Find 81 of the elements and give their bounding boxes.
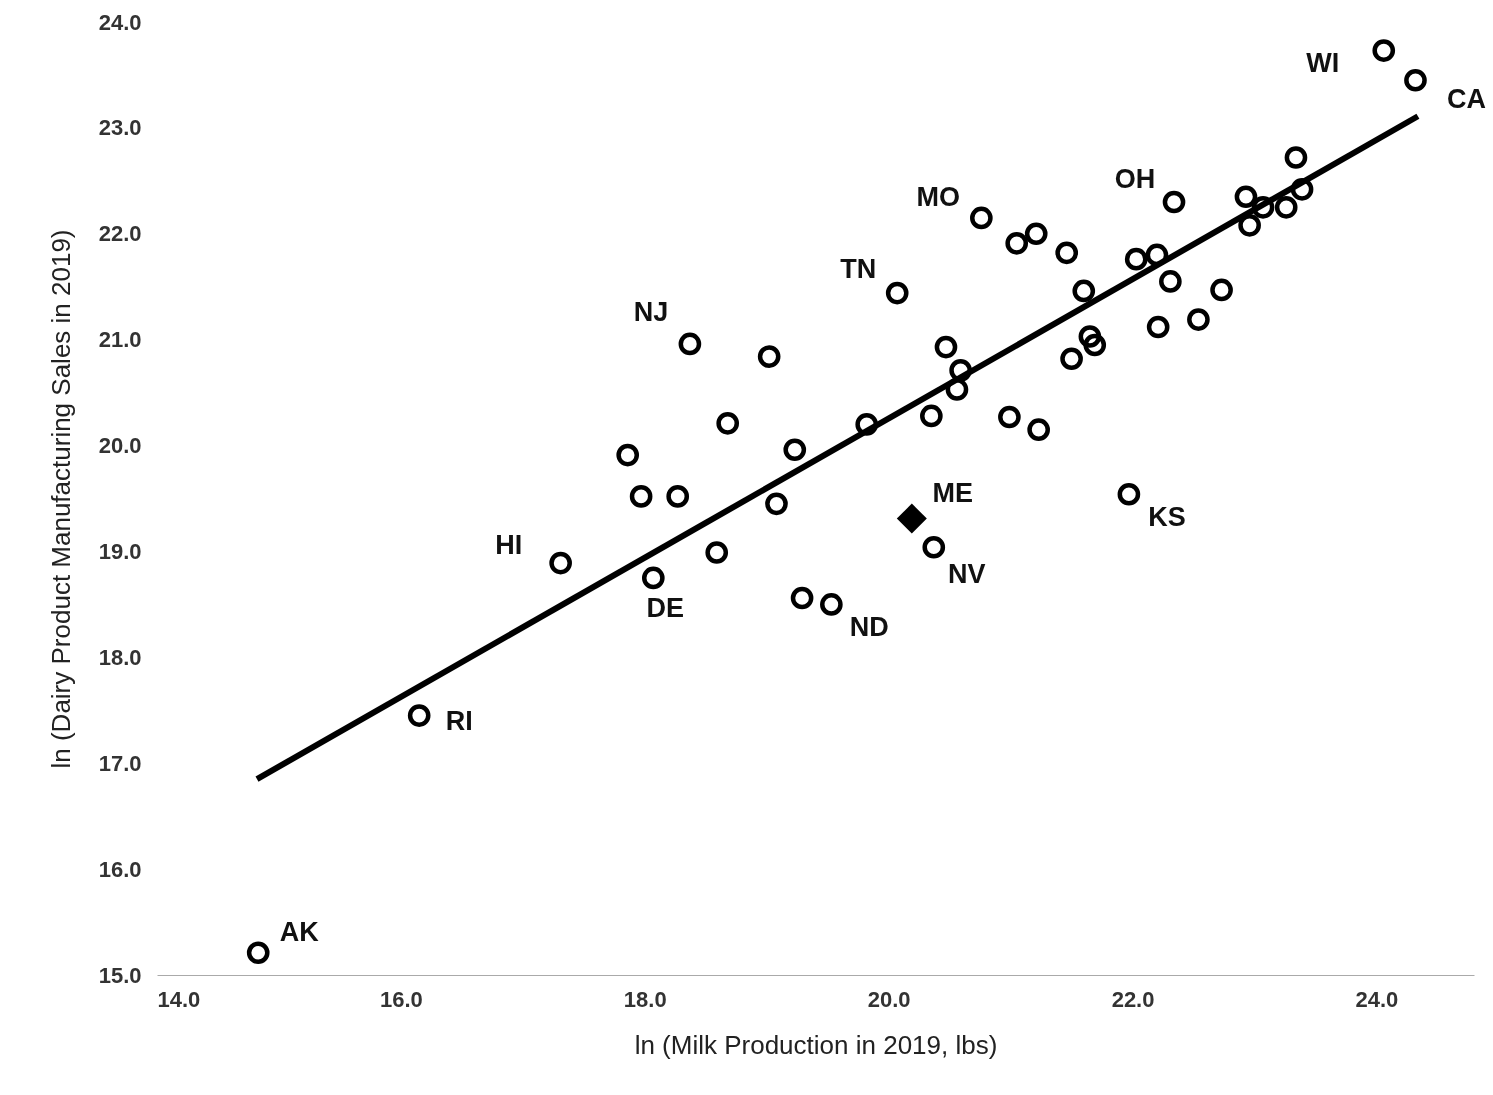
point	[949, 359, 972, 382]
point	[1238, 213, 1261, 237]
point	[1124, 247, 1148, 271]
y-tick-label: 17.0	[98, 750, 142, 776]
y-tick-label: 22.0	[98, 221, 142, 247]
x-tick-label: 18.0	[623, 986, 667, 1012]
annotation: AK	[279, 916, 320, 947]
point	[716, 412, 740, 435]
point	[1027, 418, 1050, 441]
point	[885, 281, 909, 305]
point	[1060, 347, 1083, 371]
point	[922, 535, 946, 559]
point	[407, 704, 431, 727]
y-axis-title: ln (Dairy Product Manufacturing Sales in 2019)	[45, 229, 76, 769]
point	[783, 438, 807, 462]
x-tick-label: 20.0	[867, 986, 911, 1012]
annotation: CA	[1446, 84, 1486, 115]
point	[1372, 39, 1396, 62]
point	[757, 345, 781, 368]
annotation: OH	[1114, 164, 1156, 195]
point	[1117, 482, 1141, 506]
annotation: KS	[1148, 502, 1186, 533]
x-tick-label: 22.0	[1111, 986, 1155, 1012]
point	[1159, 270, 1182, 293]
point	[1210, 278, 1233, 302]
x-tick-label: 16.0	[379, 986, 423, 1012]
point	[549, 551, 572, 575]
point	[920, 404, 943, 428]
point	[855, 413, 879, 436]
annotation: WI	[1306, 47, 1340, 78]
y-tick-label: 19.0	[98, 538, 142, 564]
point	[629, 485, 653, 508]
point	[1024, 222, 1048, 246]
point	[765, 492, 788, 516]
annotation: TN	[840, 254, 877, 285]
y-tick-label: 23.0	[98, 115, 142, 141]
point	[705, 541, 729, 564]
annotation: MO	[916, 181, 961, 212]
y-tick-label: 21.0	[98, 327, 142, 353]
y-tick-label: 15.0	[98, 962, 142, 988]
point	[246, 941, 270, 965]
point	[641, 566, 665, 590]
point	[1284, 146, 1308, 169]
point	[1290, 177, 1314, 201]
point	[1234, 185, 1258, 209]
point	[1251, 195, 1275, 219]
point	[998, 405, 1021, 429]
annotation: HI	[495, 530, 523, 561]
point	[678, 332, 702, 356]
x-tick-label: 14.0	[157, 986, 201, 1012]
point	[934, 335, 958, 359]
annotation: RI	[445, 705, 473, 736]
point	[1083, 333, 1107, 357]
y-tick-label: 24.0	[98, 9, 142, 35]
point	[1162, 190, 1186, 214]
point	[820, 593, 843, 616]
point	[1005, 231, 1029, 255]
annotation: NV	[948, 559, 986, 590]
point	[1072, 279, 1096, 303]
y-tick-label: 20.0	[98, 433, 142, 459]
x-axis-title: ln (Milk Production in 2019, lbs)	[634, 1029, 998, 1060]
point	[616, 443, 640, 467]
y-tick-label: 18.0	[98, 644, 142, 670]
y-tick-label: 16.0	[98, 856, 142, 882]
point	[1145, 243, 1169, 267]
point	[1404, 68, 1427, 92]
point	[790, 586, 814, 610]
x-tick-label: 24.0	[1355, 986, 1399, 1012]
point	[896, 503, 927, 534]
point	[1055, 241, 1079, 265]
point	[1078, 325, 1102, 348]
annotation: DE	[646, 592, 685, 623]
point	[1146, 315, 1170, 339]
point	[1187, 308, 1210, 331]
annotation: ME	[932, 477, 974, 508]
annotation: ND	[849, 612, 889, 643]
point	[1274, 195, 1298, 219]
point	[666, 485, 690, 508]
point	[970, 206, 993, 230]
annotation: NJ	[633, 296, 669, 327]
point	[945, 378, 969, 401]
